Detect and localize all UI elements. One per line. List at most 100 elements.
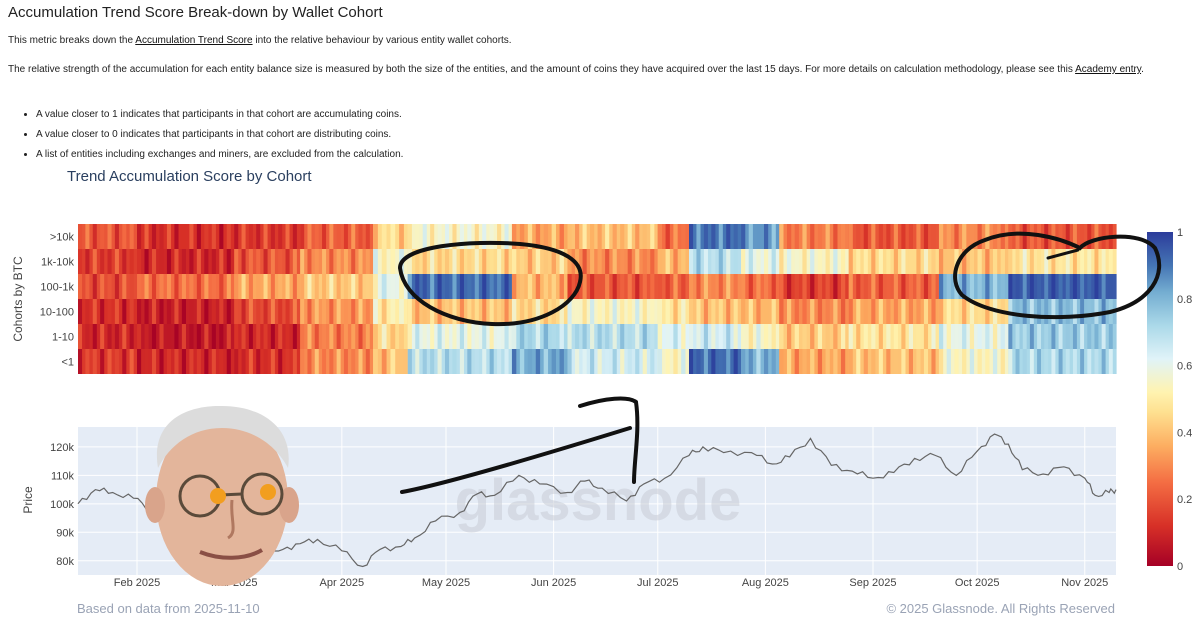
heatmap-texture [129,224,134,249]
heatmap-texture [840,274,846,299]
heatmap-texture [415,274,420,299]
page-title: Accumulation Trend Score Break-down by W… [8,4,383,21]
heatmap-texture [248,349,253,374]
heatmap-texture [681,274,686,299]
heatmap-texture [657,324,663,349]
heatmap-texture [969,224,975,249]
heatmap-texture [733,349,738,374]
heatmap-texture [733,274,738,299]
heatmap-texture [226,349,231,374]
heatmap-texture [159,224,164,249]
heatmap-texture [650,274,655,299]
heatmap-texture [779,324,784,349]
heatmap-texture [358,299,363,324]
heatmap-texture [256,274,261,299]
heatmap-texture [100,249,105,274]
heatmap-texture [969,349,975,374]
heatmap-texture [322,324,327,349]
heatmap-texture [802,274,807,299]
heatmap-texture [756,224,761,249]
heatmap-texture [992,249,998,274]
heatmap-texture [437,224,442,249]
heatmap-texture [467,224,472,249]
heatmap-texture [307,249,312,274]
heatmap-texture [1000,249,1005,274]
heatmap-texture [430,349,435,374]
heatmap-texture [985,249,990,274]
heatmap-texture [833,349,838,374]
meme-face-illustration [145,405,299,586]
heatmap-texture [497,349,502,374]
heatmap-texture [833,299,838,324]
heatmap-texture [452,224,457,249]
heatmap-texture [543,274,549,299]
heatmap-texture [627,299,632,324]
heatmap-texture [407,299,412,324]
heatmap-texture [78,224,83,249]
heatmap-texture [204,224,209,249]
heatmap-texture [437,349,442,374]
heatmap-texture [901,274,906,299]
heatmap-texture [307,349,312,374]
academy-entry-link[interactable]: Academy entry [1075,64,1142,75]
heatmap-texture [794,349,799,374]
heatmap-texture [748,349,753,374]
heatmap-texture [85,324,90,349]
heatmap-texture [497,224,502,249]
heatmap-texture [159,324,164,349]
heatmap-texture [535,324,541,349]
heatmap-texture [519,324,525,349]
heatmap-texture [1015,224,1020,249]
heatmap-texture [605,224,610,249]
heatmap-texture [856,224,861,249]
heatmap-texture [551,224,556,249]
heatmap-texture [893,324,898,349]
heatmap-texture [107,274,112,299]
heatmap-texture [85,299,90,324]
heatmap-texture [1080,274,1085,299]
heatmap-texture [452,274,457,299]
heatmap-texture [681,349,686,374]
heatmap-texture [741,324,746,349]
heatmap-texture [1072,299,1077,324]
heatmap-texture [241,274,246,299]
heatmap-texture [1051,349,1056,374]
heatmap-texture [969,324,975,349]
heatmap-texture [181,349,186,374]
heatmap-texture [582,224,587,249]
heatmap-texture [415,224,420,249]
heatmap-texture [1022,224,1027,249]
heatmap-texture [137,324,142,349]
heatmap-texture [1087,299,1092,324]
heatmap-texture [1015,274,1020,299]
heatmap-texture [848,349,853,374]
heatmap-texture [1000,349,1005,374]
heatmap-texture [1058,324,1063,349]
heatmap-texture [300,349,305,374]
heatmap-texture [856,299,861,324]
heatmap-texture [992,274,998,299]
heatmap-texture [407,224,412,249]
heatmap-texture [931,299,936,324]
heatmap-texture [78,249,83,274]
heatmap-texture [1094,249,1099,274]
heatmap-texture [620,224,625,249]
heatmap-texture [248,299,253,324]
heatmap-texture [358,324,363,349]
heatmap-texture [946,299,951,324]
heatmap-texture [627,274,632,299]
face-nose [227,499,235,540]
heatmap-texture [756,299,761,324]
heatmap-texture [856,274,861,299]
accumulation-trend-score-link[interactable]: Accumulation Trend Score [135,35,253,46]
heatmap-texture [189,299,194,324]
heatmap-texture [863,249,868,274]
heatmap-texture [1051,274,1056,299]
heatmap-texture [241,299,246,324]
heatmap-texture [543,224,549,249]
heatmap-texture [635,224,640,249]
heatmap-texture [489,224,494,249]
heatmap-texture [650,224,655,249]
heatmap-texture [241,224,246,249]
